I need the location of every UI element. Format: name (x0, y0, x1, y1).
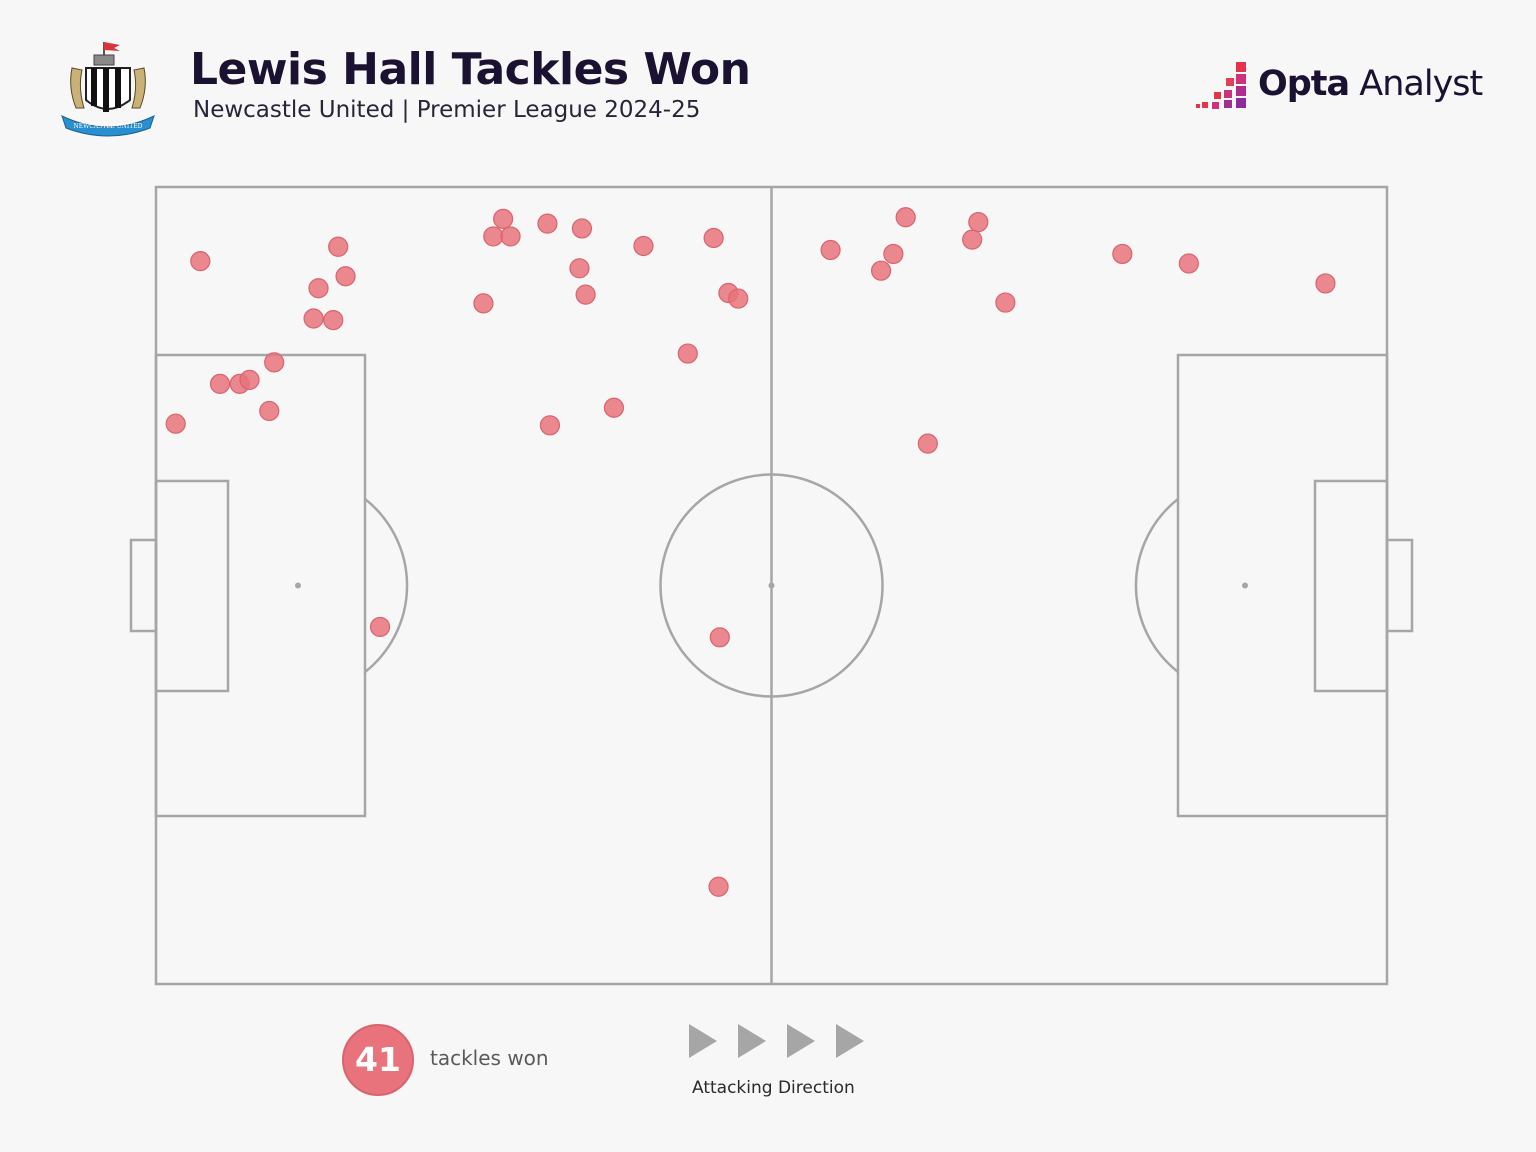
crest-motto-text: NEWCASTLE UNITED (74, 123, 143, 130)
attacking-direction-arrows (689, 1024, 864, 1058)
tackle-marker (500, 226, 521, 247)
direction-arrow-icon (836, 1024, 864, 1058)
opta-analyst-logo: Opta Analyst (1196, 58, 1486, 114)
direction-arrow-icon (787, 1024, 815, 1058)
right-penalty-area (1176, 353, 1389, 818)
left-penalty-area (154, 353, 367, 818)
tackle-marker (703, 227, 724, 249)
tackle-marker (165, 413, 186, 434)
newcastle-crest-logo: NEWCASTLE UNITED (61, 42, 155, 137)
left-penalty-spot (295, 582, 301, 589)
tackle-marker (728, 288, 749, 309)
opta-wordmark-bold: Opta (1258, 64, 1350, 104)
tackle-marker (575, 284, 596, 305)
chart-title: Lewis Hall Tackles Won (190, 44, 751, 95)
tackle-marker (259, 400, 280, 422)
right-six-yard-box (1313, 479, 1389, 693)
tackle-marker (708, 876, 729, 897)
tackle-marker (677, 343, 698, 364)
tackle-marker (369, 616, 391, 638)
attacking-direction-label: Attacking Direction (692, 1078, 855, 1098)
tackle-marker (1178, 253, 1199, 274)
tackle-markers (165, 207, 1336, 897)
tackle-marker (335, 266, 356, 287)
tackles-count-label: tackles won (430, 1046, 549, 1070)
tackle-marker (303, 308, 324, 329)
chart-subtitle: Newcastle United | Premier League 2024-2… (193, 97, 701, 123)
tackle-marker (633, 235, 654, 257)
right-penalty-arc (1134, 498, 1179, 673)
opta-mark-icon (1196, 62, 1246, 109)
centre-circle (659, 473, 884, 698)
direction-arrow-icon (689, 1024, 717, 1058)
tackle-marker (995, 292, 1016, 313)
tackle-marker (895, 207, 916, 228)
tackles-count-badge: 41 (342, 1024, 414, 1096)
analyst-wordmark: Analyst (1349, 64, 1483, 104)
tackle-marker (483, 226, 504, 247)
tackle-marker (328, 236, 349, 257)
tackle-marker (603, 397, 625, 418)
tackle-marker (493, 208, 514, 229)
tackle-marker (264, 352, 285, 373)
tackle-marker (820, 239, 841, 261)
left-six-yard-box (154, 479, 230, 693)
centre-spot (768, 582, 775, 589)
tackle-marker (870, 260, 892, 281)
tackle-marker (209, 373, 231, 394)
tackle-marker (571, 218, 593, 239)
tackle-marker (962, 229, 983, 250)
tackle-marker (883, 243, 904, 265)
tackle-marker (968, 211, 989, 233)
tackle-marker (917, 433, 938, 454)
tackle-marker (539, 415, 561, 436)
tackle-marker (190, 251, 211, 272)
left-penalty-arc (364, 498, 409, 673)
tackle-marker (709, 627, 730, 648)
tackle-marker (239, 369, 260, 390)
direction-arrow-icon (738, 1024, 766, 1058)
right-penalty-spot (1242, 582, 1248, 589)
tackle-marker (1315, 273, 1336, 294)
tackle-marker (537, 213, 558, 234)
opta-analyst-wordmark: Opta Analyst (1258, 64, 1483, 104)
tackle-marker (1112, 243, 1133, 265)
tackle-marker (569, 258, 590, 279)
tackle-marker (323, 309, 344, 331)
left-goal (129, 538, 158, 633)
tackle-marker (473, 293, 494, 314)
right-goal (1385, 538, 1414, 633)
tackle-marker (308, 278, 329, 299)
